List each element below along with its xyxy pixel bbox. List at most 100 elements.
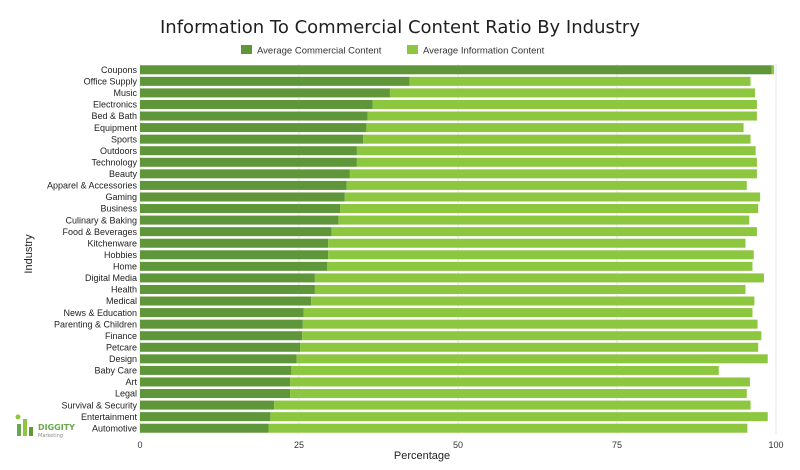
bar-commercial <box>140 331 303 341</box>
bar-information <box>771 65 775 75</box>
bar-information <box>328 250 754 260</box>
y-axis-title: Industry <box>23 234 35 274</box>
category-label: Parenting & Children <box>54 319 137 329</box>
category-label: News & Education <box>63 308 137 318</box>
bar-information <box>300 342 759 352</box>
category-label: Gaming <box>105 192 137 202</box>
category-label: Entertainment <box>81 412 138 422</box>
x-tick-label: 50 <box>453 440 463 450</box>
bar-information <box>356 146 756 156</box>
bar-commercial <box>140 204 341 214</box>
legend-label-commercial: Average Commercial Content <box>257 46 382 57</box>
bar-commercial <box>140 296 312 306</box>
bar-information <box>331 227 757 237</box>
category-label: Hobbies <box>104 250 138 260</box>
bar-information <box>409 76 751 86</box>
bar-commercial <box>140 111 368 121</box>
bar-information <box>314 273 764 283</box>
bar-information <box>363 134 751 144</box>
category-label: Technology <box>91 157 137 167</box>
x-tick-label: 100 <box>768 440 783 450</box>
category-label: Food & Beverages <box>62 227 137 237</box>
x-tick-label: 75 <box>612 440 622 450</box>
category-label: Legal <box>115 389 137 399</box>
bar-information <box>366 123 744 133</box>
bar-commercial <box>140 319 303 329</box>
bar-information <box>338 215 750 225</box>
category-label: Bed & Bath <box>91 111 137 121</box>
x-tick-labels: 0 25 50 75 100 <box>137 440 783 450</box>
category-label: Electronics <box>93 100 138 110</box>
bar-information <box>270 412 768 422</box>
category-label: Health <box>111 285 137 295</box>
bar-commercial <box>140 76 410 86</box>
category-label: Automotive <box>92 423 137 433</box>
bar-commercial <box>140 169 350 179</box>
bars <box>140 65 775 433</box>
bar-commercial <box>140 261 327 271</box>
bar-commercial <box>140 400 275 410</box>
legend-swatch-information <box>407 45 418 54</box>
bar-commercial <box>140 308 304 318</box>
category-label: Kitchenware <box>87 238 137 248</box>
bar-commercial <box>140 227 332 237</box>
bar-commercial <box>140 354 297 364</box>
bar-information <box>291 365 719 375</box>
bar-commercial <box>140 377 291 387</box>
bar-commercial <box>140 389 291 399</box>
bar-commercial <box>140 134 364 144</box>
bar-commercial <box>140 123 367 133</box>
category-label: Home <box>113 262 137 272</box>
logo-tagline: Marketing <box>38 433 63 439</box>
bar-commercial <box>140 284 315 294</box>
category-label: Finance <box>105 331 137 341</box>
bar-commercial <box>140 146 357 156</box>
bar-information <box>302 319 758 329</box>
bar-information <box>340 204 759 214</box>
category-label: Petcare <box>106 342 137 352</box>
category-label: Sports <box>111 134 138 144</box>
category-label: Design <box>109 354 137 364</box>
bar-information <box>274 400 751 410</box>
bar-commercial <box>140 365 292 375</box>
legend: Average Commercial Content Average Infor… <box>241 45 545 57</box>
category-label: Digital Media <box>85 273 137 283</box>
bar-information <box>314 284 746 294</box>
logo-name: DIGGITY <box>38 423 75 432</box>
brand-logo: DIGGITY Marketing <box>15 414 75 439</box>
bar-information <box>303 308 753 318</box>
category-label: Beauty <box>109 169 138 179</box>
bar-commercial <box>140 412 271 422</box>
bar-commercial <box>140 250 329 260</box>
bar-commercial <box>140 342 301 352</box>
bar-information <box>367 111 757 121</box>
category-label: Baby Care <box>94 366 137 376</box>
bar-commercial <box>140 238 329 248</box>
logo-mark-icon <box>15 414 33 436</box>
bar-information <box>290 377 750 387</box>
bar-commercial <box>140 88 390 98</box>
bar-commercial <box>140 423 269 433</box>
bar-information <box>302 331 762 341</box>
x-tick-label: 0 <box>137 440 142 450</box>
legend-swatch-commercial <box>241 45 252 54</box>
x-axis-title: Percentage <box>394 450 450 462</box>
bar-information <box>356 157 757 167</box>
bar-commercial <box>140 99 373 109</box>
bar-commercial <box>140 157 357 167</box>
x-tick-label: 25 <box>294 440 304 450</box>
category-label: Art <box>125 377 137 387</box>
bar-information <box>389 88 756 98</box>
bar-commercial <box>140 180 347 190</box>
category-label: Survival & Security <box>61 400 137 410</box>
bar-information <box>311 296 755 306</box>
category-label: Equipment <box>94 123 138 133</box>
bar-commercial <box>140 273 315 283</box>
category-label: Office Supply <box>84 77 138 87</box>
category-label: Business <box>100 204 137 214</box>
category-label: Apparel & Accessories <box>47 181 138 191</box>
category-label: Outdoors <box>100 146 138 156</box>
bar-information <box>290 389 747 399</box>
